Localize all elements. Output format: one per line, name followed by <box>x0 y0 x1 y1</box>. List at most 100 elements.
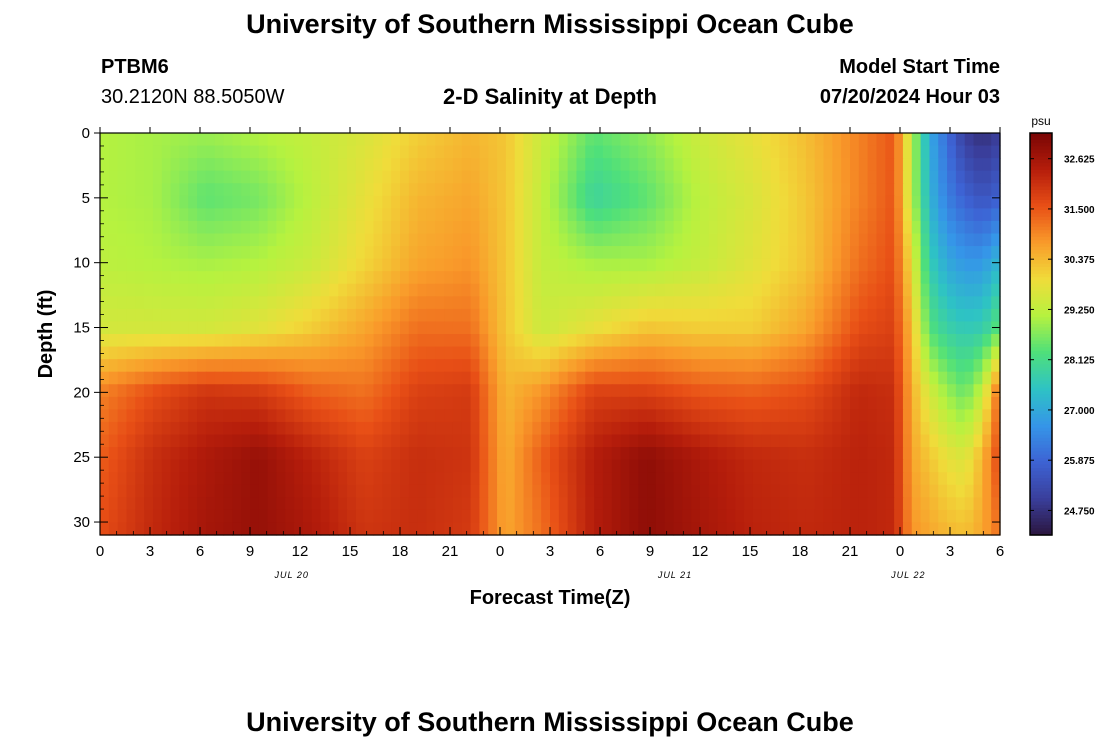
heatmap-cell <box>329 509 339 524</box>
heatmap-cell <box>629 472 639 486</box>
heatmap-cell <box>188 258 198 272</box>
heatmap-cell <box>152 459 163 473</box>
heatmap-cell <box>841 170 851 184</box>
heatmap-cell <box>479 472 489 486</box>
heatmap-cell <box>955 220 966 235</box>
model-start-label: Model Start Time <box>839 56 1000 78</box>
heatmap-cell <box>938 246 948 260</box>
heatmap-cell <box>294 195 304 209</box>
heatmap-cell <box>514 346 525 360</box>
colorbar-segment <box>1030 136 1052 141</box>
heatmap-cell <box>470 258 481 272</box>
heatmap-cell <box>973 509 983 524</box>
colorbar-segment <box>1030 370 1052 375</box>
heatmap-cell <box>576 195 586 209</box>
heatmap-cell <box>205 246 216 260</box>
heatmap-cell <box>805 371 816 385</box>
heatmap-cell <box>982 384 992 398</box>
heatmap-cell <box>214 321 225 335</box>
heatmap-cell <box>902 195 913 209</box>
heatmap-cell <box>373 183 383 197</box>
heatmap-cell <box>470 334 481 348</box>
heatmap-cell <box>497 522 507 536</box>
heatmap-cell <box>700 409 710 423</box>
heatmap-cell <box>805 258 816 272</box>
heatmap-cell <box>744 434 754 448</box>
heatmap-cell <box>408 434 419 448</box>
heatmap-cell <box>426 308 436 323</box>
heatmap-cell <box>197 334 207 348</box>
heatmap-cell <box>355 359 366 373</box>
heatmap-cell <box>523 484 533 498</box>
heatmap-cell <box>152 220 163 235</box>
heatmap-cell <box>523 208 533 222</box>
heatmap-cell <box>426 183 436 197</box>
heatmap-cell <box>232 170 242 184</box>
heatmap-cell <box>135 145 145 159</box>
heatmap-cell <box>161 522 172 536</box>
heatmap-cell <box>444 283 454 297</box>
y-tick-label: 30 <box>73 514 90 531</box>
heatmap-cell <box>435 434 445 448</box>
heatmap-cell <box>214 484 225 498</box>
heatmap-cell <box>302 258 313 272</box>
heatmap-cell <box>805 271 816 285</box>
heatmap-cell <box>602 346 613 360</box>
colorbar-segment <box>1030 256 1052 261</box>
heatmap-cell <box>638 283 648 297</box>
heatmap-cell <box>788 183 798 197</box>
heatmap-cell <box>426 246 436 260</box>
heatmap-cell <box>258 346 269 360</box>
heatmap-cell <box>161 296 172 310</box>
heatmap-cell <box>620 296 631 310</box>
heatmap-cell <box>347 321 357 335</box>
heatmap-cell <box>611 359 622 373</box>
heatmap-cell <box>161 233 172 247</box>
heatmap-cell <box>920 258 931 272</box>
heatmap-cell <box>126 484 136 498</box>
heatmap-cell <box>188 459 198 473</box>
heatmap-cell <box>250 509 260 524</box>
heatmap-cell <box>452 484 463 498</box>
heatmap-cell <box>267 497 278 511</box>
heatmap-cell <box>955 271 966 285</box>
heatmap-cell <box>620 421 631 436</box>
heatmap-cell <box>673 509 683 524</box>
heatmap-cell <box>126 434 136 448</box>
heatmap-cell <box>161 334 172 348</box>
heatmap-cell <box>691 220 701 235</box>
heatmap-cell <box>532 321 542 335</box>
heatmap-cell <box>938 421 948 436</box>
heatmap-cell <box>514 434 525 448</box>
heatmap-cell <box>814 396 825 410</box>
heatmap-cell <box>823 170 833 184</box>
heatmap-cell <box>505 170 516 184</box>
colorbar-segment <box>1030 447 1052 452</box>
heatmap-cell <box>338 283 348 297</box>
heatmap-cell <box>867 396 878 410</box>
heatmap-cell <box>885 497 895 511</box>
heatmap-cell <box>805 145 816 159</box>
heatmap-cell <box>126 271 136 285</box>
heatmap-cell <box>364 258 375 272</box>
heatmap-cell <box>867 220 878 235</box>
heatmap-cell <box>700 371 710 385</box>
heatmap-cell <box>302 484 313 498</box>
heatmap-cell <box>858 195 869 209</box>
heatmap-cell <box>620 359 631 373</box>
heatmap-cell <box>920 208 931 222</box>
heatmap-cell <box>435 308 445 323</box>
heatmap-cell <box>682 133 692 147</box>
heatmap-cell <box>285 271 295 285</box>
heatmap-cell <box>408 371 419 385</box>
heatmap-cell <box>311 321 322 335</box>
heatmap-cell <box>250 497 260 511</box>
heatmap-cell <box>294 308 304 323</box>
heatmap-cell <box>805 497 816 511</box>
heatmap-cell <box>258 459 269 473</box>
heatmap-cell <box>594 321 604 335</box>
heatmap-cell <box>285 434 295 448</box>
heatmap-cell <box>744 283 754 297</box>
heatmap-cell <box>655 334 666 348</box>
heatmap-cell <box>664 183 675 197</box>
